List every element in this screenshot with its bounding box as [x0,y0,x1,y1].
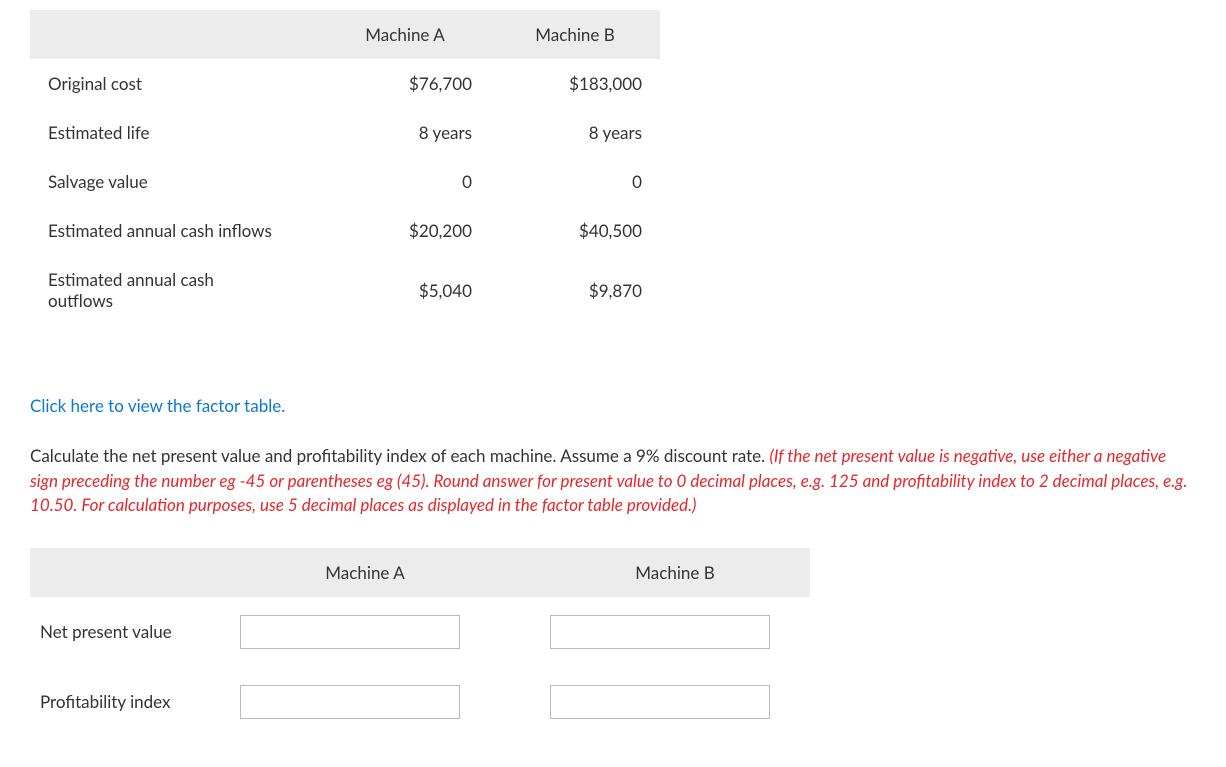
pi-machine-b-input[interactable] [550,685,770,719]
answer-cell [540,667,810,737]
answer-cell [540,597,810,667]
answer-col-header-a: Machine A [230,548,500,597]
answer-cell [230,667,500,737]
col-header-machine-b: Machine B [490,10,660,59]
cell-value: $5,040 [320,255,490,325]
answer-row: Profitability index [30,667,810,737]
cell-value: $20,200 [320,206,490,255]
gap-header [500,548,540,597]
cell-value: $76,700 [320,59,490,108]
answer-row-label: Net present value [30,597,230,667]
row-label: Salvage value [30,157,320,206]
factor-table-link[interactable]: Click here to view the factor table. [30,395,1196,416]
row-label: Estimated life [30,108,320,157]
row-label: Original cost [30,59,320,108]
cell-value: $40,500 [490,206,660,255]
table-row: Original cost $76,700 $183,000 [30,59,660,108]
pi-machine-a-input[interactable] [240,685,460,719]
table-row: Estimated annual cash inflows $20,200 $4… [30,206,660,255]
gap-cell [500,597,540,667]
cell-value: 8 years [320,108,490,157]
cell-value: $9,870 [490,255,660,325]
cell-value: 0 [320,157,490,206]
col-header-machine-a: Machine A [320,10,490,59]
cell-value: 0 [490,157,660,206]
cell-value: 8 years [490,108,660,157]
answer-table: Machine A Machine B Net present value Pr… [30,548,810,737]
answer-row: Net present value [30,597,810,667]
row-label: Estimated annual cash inflows [30,206,320,255]
row-label: Estimated annual cash outflows [30,255,320,325]
blank-header [30,548,230,597]
npv-machine-a-input[interactable] [240,615,460,649]
table-row: Salvage value 0 0 [30,157,660,206]
prompt-text: Calculate the net present value and prof… [30,445,770,466]
table-row: Estimated life 8 years 8 years [30,108,660,157]
cell-value: $183,000 [490,59,660,108]
gap-cell [500,667,540,737]
answer-row-label: Profitability index [30,667,230,737]
table-row: Estimated annual cash outflows $5,040 $9… [30,255,660,325]
machine-data-table: Machine A Machine B Original cost $76,70… [30,10,660,325]
blank-header [30,10,320,59]
answer-col-header-b: Machine B [540,548,810,597]
answer-cell [230,597,500,667]
npv-machine-b-input[interactable] [550,615,770,649]
question-prompt: Calculate the net present value and prof… [30,444,1196,518]
